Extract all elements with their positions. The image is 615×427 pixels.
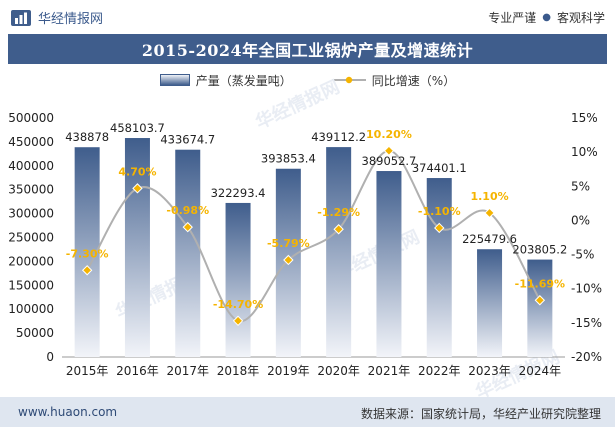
bar-value-label: 458103.7 — [110, 121, 165, 135]
line-value-label: -11.69% — [515, 277, 565, 290]
left-axis-tick-label: 0 — [46, 350, 54, 364]
line-value-label: 10.20% — [366, 128, 412, 141]
left-axis-tick-label: 50000 — [16, 326, 54, 340]
bar-2 — [175, 149, 201, 357]
bar-value-label: 393853.4 — [261, 152, 316, 166]
x-axis-tick-label: 2016年 — [116, 364, 159, 378]
bullet-icon: ● — [542, 12, 551, 23]
x-axis-tick-label: 2024年 — [519, 364, 562, 378]
right-axis-tick-label: -10% — [571, 282, 602, 296]
line-point-4 — [283, 254, 294, 266]
growth-line — [86, 149, 541, 322]
legend-line-swatch-icon — [331, 76, 366, 84]
legend-item-growth[interactable]: 同比增速（%） — [331, 72, 456, 89]
chart-legend: 产量（蒸发量吨） 同比增速（%） — [0, 70, 615, 90]
right-axis-tick-label: 15% — [571, 111, 598, 125]
left-axis-tick-label: 350000 — [8, 183, 54, 197]
bar-6 — [376, 171, 402, 357]
slogan-left: 专业严谨 — [488, 11, 537, 25]
brand[interactable]: 华经情报网 — [10, 8, 103, 27]
x-axis-tick-label: 2019年 — [267, 364, 310, 378]
right-axis-tick-label: -20% — [571, 350, 602, 364]
right-axis-tick-label: -5% — [571, 248, 594, 262]
right-axis-tick-label: 0% — [571, 213, 590, 227]
line-value-label: -14.70% — [213, 298, 263, 311]
slogan-right: 客观科学 — [556, 11, 605, 25]
left-axis-tick-label: 300000 — [8, 207, 54, 221]
line-point-1 — [132, 183, 143, 194]
left-axis-tick-label: 100000 — [8, 302, 54, 316]
top-bar: 华经情报网 专业严谨 ● 客观科学 — [0, 0, 615, 34]
legend-label-production: 产量（蒸发量吨） — [195, 73, 292, 88]
line-value-label: -5.79% — [267, 237, 310, 250]
line-value-label: -0.98% — [166, 204, 209, 217]
right-axis-tick-label: 5% — [571, 179, 590, 193]
right-axis-tick-label: -15% — [571, 316, 602, 330]
bar-value-label: 322293.4 — [211, 186, 266, 200]
bar-7 — [426, 178, 452, 357]
line-point-5 — [333, 224, 344, 235]
left-axis-tick-label: 500000 — [8, 111, 54, 125]
bar-9 — [527, 259, 553, 357]
line-value-label: -7.30% — [66, 247, 109, 260]
left-axis-tick-label: 250000 — [8, 231, 54, 245]
left-axis-ticks: 0 50000 100000 150000 200000 250000 300000 3500… — [8, 111, 54, 364]
x-axis-tick-label: 2018年 — [217, 364, 260, 378]
legend-label-growth: 同比增速（%） — [371, 73, 456, 88]
chart-title-bar: 2015-2024年全国工业锅炉产量及增速统计 — [8, 34, 607, 64]
footer: www.huaon.com 数据来源：国家统计局，华经产业研究院整理 — [0, 397, 615, 427]
slogan: 专业严谨 ● 客观科学 — [488, 9, 605, 26]
bar-value-label: 438878 — [65, 130, 109, 144]
line-point-3 — [232, 315, 244, 327]
line-point-9 — [534, 295, 546, 306]
line-value-label: -1.10% — [418, 205, 461, 218]
line-point-0 — [81, 265, 93, 276]
line-point-8 — [484, 207, 495, 219]
x-axis-tick-label: 2017年 — [166, 364, 209, 378]
x-axis-tick-label: 2015年 — [66, 364, 109, 378]
line-point-6 — [383, 145, 395, 156]
line-value-labels: -7.30% 4.70% -0.98% -14.70% -5.79% -1.29% 10.2… — [66, 128, 565, 311]
left-axis-tick-label: 200000 — [8, 254, 54, 268]
bar-value-label: 389052.7 — [362, 154, 417, 168]
brand-name: 华经情报网 — [38, 12, 104, 27]
left-axis-tick-label: 450000 — [8, 135, 54, 149]
line-value-label: 4.70% — [118, 165, 156, 178]
right-axis-tick-label: 10% — [571, 145, 598, 159]
bar-value-label: 433674.7 — [160, 133, 215, 147]
line-value-label: -1.29% — [317, 206, 360, 219]
left-axis-tick-label: 150000 — [8, 278, 54, 292]
x-axis-tick-label: 2022年 — [418, 364, 461, 378]
bar-value-label: 374401.1 — [412, 161, 467, 175]
footer-source: 数据来源：国家统计局，华经产业研究院整理 — [360, 407, 601, 421]
bar-3 — [225, 202, 251, 357]
x-axis-tick-label: 2020年 — [317, 364, 360, 378]
bar-5 — [326, 147, 352, 357]
legend-item-production[interactable]: 产量（蒸发量吨） — [159, 72, 292, 89]
line-series — [81, 145, 546, 327]
line-point-2 — [182, 221, 193, 233]
legend-bar-swatch — [159, 74, 190, 86]
brand-logo-icon — [11, 9, 31, 26]
footer-website-link[interactable]: www.huaon.com — [18, 405, 118, 419]
bar-8 — [477, 249, 503, 357]
right-axis-ticks: -20% -15% -10% -5% 0% 5% 10% 15% — [571, 111, 602, 364]
line-point-7 — [434, 222, 445, 234]
bar-series — [74, 138, 553, 357]
bar-value-label: 439112.2 — [311, 130, 366, 144]
bar-1 — [124, 138, 150, 357]
line-value-label: 1.10% — [470, 190, 508, 203]
x-axis-tick-label: 2021年 — [368, 364, 411, 378]
x-axis-ticks: 2015年 2016年 2017年 2018年 2019年 2020年 2021年 2022年… — [66, 364, 561, 378]
watermark-text-0: 华经情报网 — [252, 76, 343, 134]
x-axis-tick-label: 2023年 — [468, 364, 511, 378]
left-axis-tick-label: 400000 — [8, 159, 54, 173]
bar-value-label: 203805.2 — [512, 243, 567, 257]
chart-title: 2015-2024年全国工业锅炉产量及增速统计 — [141, 41, 474, 60]
bar-value-label: 225479.6 — [462, 232, 517, 246]
